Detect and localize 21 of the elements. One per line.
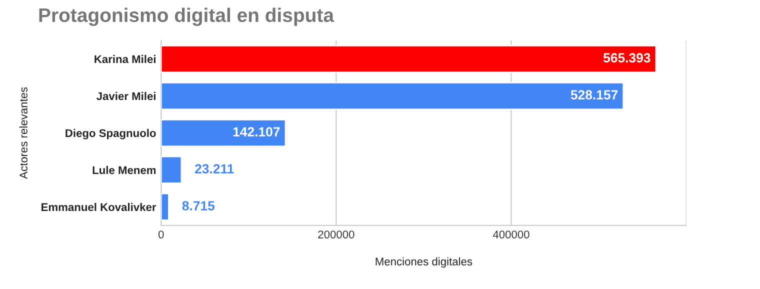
y-tick-label: Lule Menem [92, 166, 156, 174]
data-label: 565.393 [603, 53, 650, 63]
x-axis-title: Menciones digitales [376, 257, 472, 268]
data-label: 8.715 [182, 201, 215, 210]
y-tick-label: Karina Milei [94, 54, 156, 64]
bar [161, 82, 624, 110]
y-tick-label: Diego Spagnuolo [66, 128, 156, 140]
bar [161, 118, 286, 147]
bar [161, 44, 657, 73]
y-tick-label: Emmanuel Kovalivker [42, 202, 156, 212]
y-axis-title: Actores relevantes [19, 87, 28, 179]
data-label: 142.107 [233, 127, 280, 136]
x-tick-label: 400000 [492, 230, 530, 238]
bar [161, 192, 170, 221]
bar [161, 156, 182, 184]
y-tick-label: Javier Milei [96, 92, 156, 100]
data-label: 528.157 [570, 90, 618, 100]
x-tick-label: 0 [158, 230, 164, 238]
chart-title: Protagonismo digital en disputa [39, 8, 334, 26]
x-tick-label: 200000 [318, 230, 354, 238]
data-label: 23.211 [195, 164, 234, 174]
